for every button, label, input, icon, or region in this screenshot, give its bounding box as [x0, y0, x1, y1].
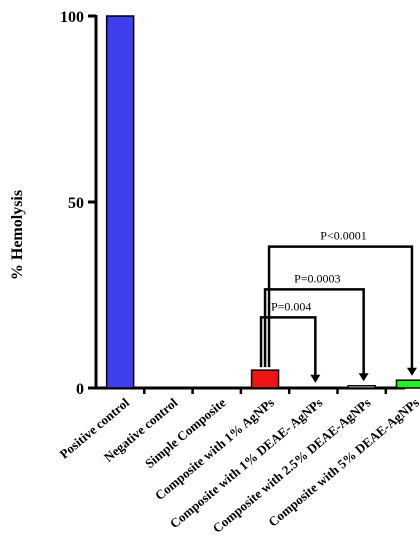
- bar: [154, 386, 183, 389]
- y-tick-label: 50: [68, 195, 84, 212]
- bar: [105, 15, 135, 389]
- bar: [299, 386, 328, 389]
- p-value-label: P=0.0003: [294, 271, 340, 285]
- significance-bracket: [263, 288, 365, 375]
- p-value-label: P=0.004: [271, 299, 311, 313]
- bars: [105, 15, 420, 389]
- significance-annotations: P=0.004 P=0.0003 P<0.0001: [259, 229, 417, 383]
- bar: [250, 369, 280, 389]
- p-value-label: P<0.0001: [320, 229, 366, 243]
- y-axis-label: % Hemolysis: [9, 190, 26, 280]
- bar: [347, 385, 376, 389]
- y-tick-label: 0: [76, 381, 84, 398]
- significance-arrowhead: [406, 367, 417, 376]
- bar: [395, 379, 420, 389]
- y-tick-label: 100: [60, 9, 84, 26]
- significance-arrowhead: [358, 373, 369, 382]
- category-label: Simple Composite: [142, 395, 229, 471]
- bar: [202, 386, 231, 389]
- significance-bracket: [267, 245, 414, 369]
- significance-arrowhead: [310, 374, 321, 383]
- significance-bracket: [259, 316, 317, 376]
